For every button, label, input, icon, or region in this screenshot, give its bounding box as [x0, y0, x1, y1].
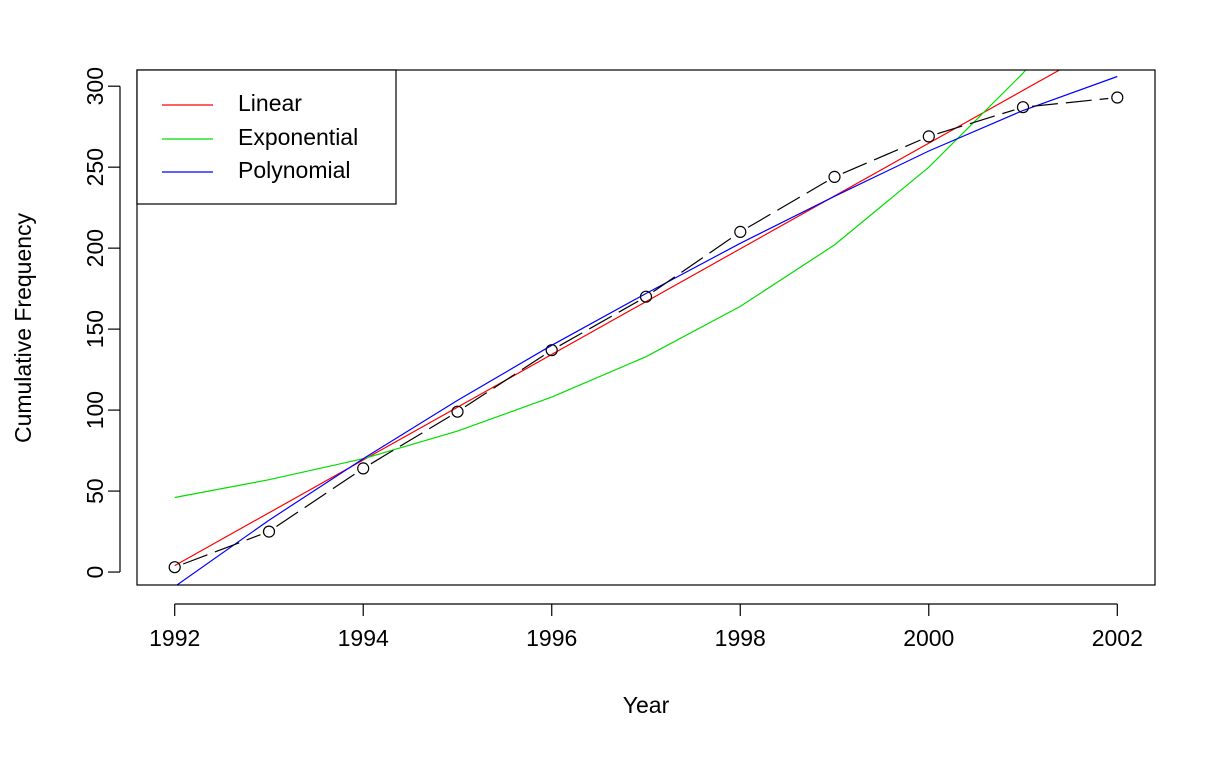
observed-segment	[559, 300, 639, 347]
y-tick-label: 250	[82, 148, 108, 186]
y-tick-label: 150	[82, 310, 108, 348]
observed-segment	[276, 472, 357, 527]
observed-point	[922, 130, 935, 143]
series-layer	[174, 70, 1118, 585]
observed-segment	[937, 109, 1015, 135]
observed-point	[828, 170, 841, 183]
x-tick-label: 2000	[903, 625, 954, 651]
x-tick-label: 2002	[1092, 625, 1143, 651]
x-tick-label: 1992	[149, 625, 200, 651]
observed-point	[357, 462, 370, 475]
observed-segment	[370, 415, 451, 465]
y-axis: 0 50 100 150 200 250 300	[82, 67, 121, 579]
y-tick-label: 100	[82, 391, 108, 429]
observed-point	[451, 405, 464, 418]
observed-point	[262, 525, 276, 538]
x-axis-title: Year	[623, 692, 670, 718]
y-tick-label: 300	[82, 67, 108, 105]
observed-segment	[464, 354, 545, 408]
observed-segment	[182, 534, 261, 565]
observed-segment	[1031, 97, 1109, 107]
legend-label-polynomial: Polynomial	[238, 157, 351, 183]
observed-point	[168, 561, 181, 574]
observed-point	[1016, 101, 1030, 114]
plot-frame	[136, 69, 1156, 586]
x-tick-label: 1996	[526, 625, 577, 651]
observed-segment	[747, 180, 828, 228]
observed-layer	[168, 91, 1124, 574]
observed-point	[545, 344, 558, 357]
series-line-polynomial	[175, 75, 1118, 585]
legend: Linear Exponential Polynomial	[136, 69, 397, 205]
legend-label-linear: Linear	[238, 90, 302, 116]
legend-label-exponential: Exponential	[238, 124, 358, 150]
y-axis-title: Cumulative Frequency	[10, 212, 36, 443]
y-tick-label: 50	[82, 478, 108, 504]
series-line-exponential	[174, 70, 1027, 499]
observed-point	[639, 290, 653, 303]
y-tick-label: 200	[82, 229, 108, 267]
x-tick-label: 1998	[715, 625, 766, 651]
x-axis: 1992 1994 1996 1998 2000 2002	[149, 603, 1143, 651]
observed-segment	[842, 139, 921, 174]
x-tick-label: 1994	[338, 625, 389, 651]
observed-point	[734, 225, 747, 238]
legend-box	[136, 69, 397, 205]
y-tick-label: 0	[82, 566, 108, 579]
series-line-linear	[174, 70, 1061, 567]
observed-point	[1111, 91, 1124, 104]
observed-segment	[653, 236, 734, 293]
